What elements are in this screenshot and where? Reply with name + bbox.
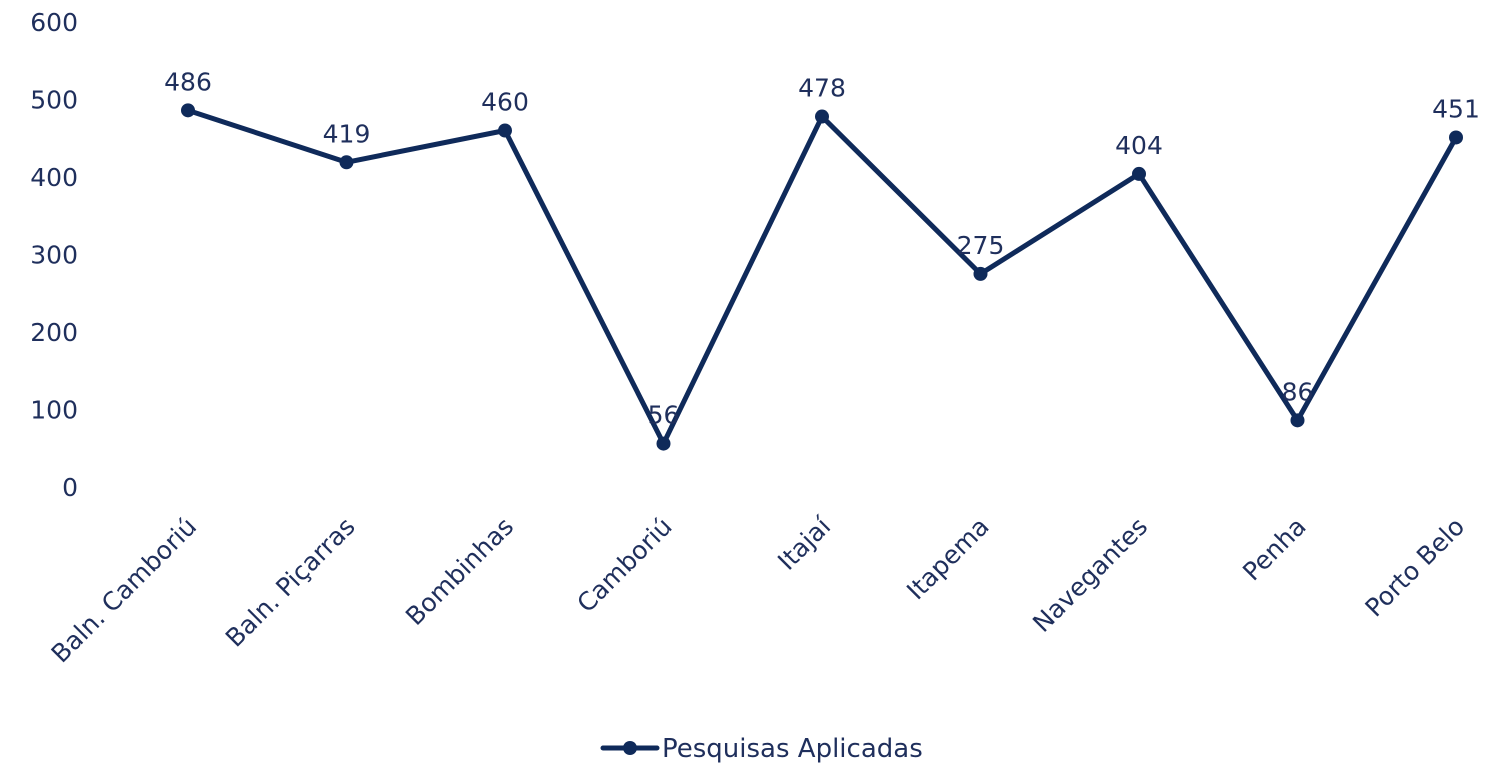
- series-line: [185, 107, 1459, 447]
- data-label: 56: [648, 401, 680, 430]
- series-layer: [181, 103, 1463, 451]
- x-tick-label: Penha: [1237, 512, 1312, 587]
- data-point: [339, 155, 354, 170]
- data-point: [1449, 130, 1463, 145]
- y-axis: 0 100 200 300 400 500 600: [30, 8, 78, 502]
- data-labels: 486 419 460 56 478 275 404 86 451: [164, 67, 1480, 429]
- data-label: 86: [1282, 377, 1314, 406]
- x-axis: Baln. Camboriú Baln. Piçarras Bombinhas Cam…: [46, 511, 1471, 668]
- data-point: [656, 436, 671, 451]
- data-label: 486: [164, 67, 212, 96]
- data-point: [1290, 413, 1305, 428]
- x-tick-label: Camboriú: [571, 512, 677, 618]
- data-label: 275: [957, 231, 1005, 260]
- legend-label: Pesquisas Aplicadas: [662, 734, 923, 764]
- x-tick-label: Bombinhas: [400, 512, 519, 631]
- data-label: 404: [1115, 131, 1163, 160]
- x-tick-label: Porto Belo: [1360, 512, 1471, 623]
- x-tick-label: Itapema: [901, 512, 995, 606]
- y-tick-label: 600: [30, 8, 78, 37]
- x-tick-label: Baln. Piçarras: [220, 512, 361, 653]
- data-point: [181, 103, 195, 118]
- legend-dot-marker: [623, 741, 637, 755]
- data-label: 451: [1432, 94, 1480, 123]
- y-tick-label: 100: [30, 396, 78, 425]
- data-label: 419: [323, 119, 371, 148]
- data-point: [973, 266, 988, 281]
- data-point: [815, 109, 829, 124]
- data-point: [498, 123, 512, 138]
- y-tick-label: 0: [62, 473, 78, 502]
- x-tick-label: Baln. Camboriú: [46, 512, 203, 669]
- data-label: 478: [798, 74, 846, 103]
- data-point: [1132, 166, 1146, 181]
- y-tick-label: 300: [30, 241, 78, 270]
- y-tick-label: 400: [30, 163, 78, 192]
- y-tick-label: 200: [30, 318, 78, 347]
- x-tick-label: Itajaí: [772, 511, 837, 576]
- y-tick-label: 500: [30, 86, 78, 115]
- legend: Pesquisas Aplicadas: [600, 734, 923, 764]
- data-label: 460: [481, 88, 529, 117]
- x-tick-label: Navegantes: [1027, 512, 1153, 638]
